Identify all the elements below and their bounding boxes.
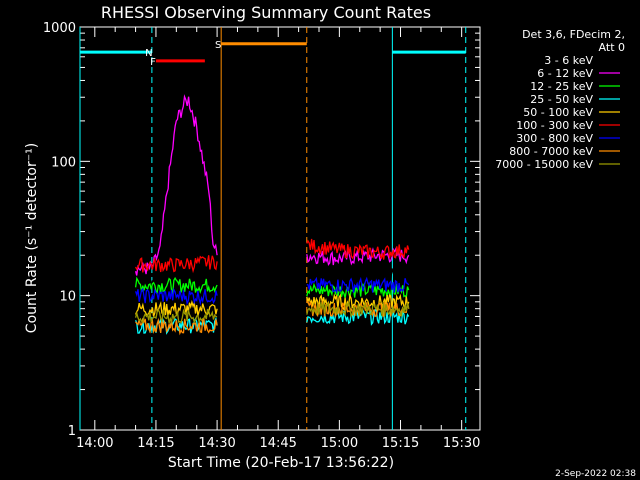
series-line xyxy=(134,276,218,296)
series-line xyxy=(135,255,218,274)
series-line xyxy=(134,308,218,325)
y-tick-label: 1000 xyxy=(43,21,76,36)
legend-header: Det 3,6, FDecim 2, xyxy=(522,28,625,41)
legend-entry-label: 300 - 800 keV xyxy=(516,132,593,145)
y-axis-label: Count Rate (s⁻¹ detector⁻¹) xyxy=(24,143,40,333)
plot-frame xyxy=(79,26,481,431)
series-line xyxy=(306,238,410,260)
legend-entry-label: 800 - 7000 keV xyxy=(509,145,593,158)
timestamp: 2-Sep-2022 02:38 xyxy=(555,469,636,479)
x-tick-label: 15:00 xyxy=(321,436,358,451)
series-line xyxy=(134,94,218,276)
x-axis-label: Start Time (20-Feb-17 13:56:22) xyxy=(168,455,394,471)
series-line xyxy=(134,316,218,335)
plot-area: 1 10 100 1000 14:00 14:15 14:30 14:45 15:00 15:15… xyxy=(43,21,481,451)
legend-entry-label: 25 - 50 keV xyxy=(530,93,593,106)
legend-entry-label: 50 - 100 keV xyxy=(523,106,593,119)
x-tick-label: 14:00 xyxy=(76,436,113,451)
series-line xyxy=(306,247,410,266)
x-tick-label: 14:30 xyxy=(198,436,235,451)
flag-label: F xyxy=(150,57,156,68)
series-line xyxy=(306,276,410,295)
legend-entry-label: 100 - 300 keV xyxy=(516,119,593,132)
y-tick-label: 1 xyxy=(68,424,76,439)
flag-label: N xyxy=(145,48,152,59)
x-tick-label: 14:45 xyxy=(259,436,296,451)
series-line xyxy=(135,317,218,336)
legend-entry-label: 6 - 12 keV xyxy=(537,67,593,80)
x-tick-label: 14:15 xyxy=(137,436,174,451)
legend-entry-label: 7000 - 15000 keV xyxy=(495,158,593,171)
series-line xyxy=(306,263,410,285)
series-line xyxy=(306,299,410,319)
legend-entry-label: 3 - 6 keV xyxy=(544,54,593,67)
y-tick-label: 100 xyxy=(51,155,76,170)
y-tick-label: 10 xyxy=(59,290,76,305)
x-tick-label: 15:15 xyxy=(382,436,419,451)
x-tick-label: 15:30 xyxy=(443,436,480,451)
series-line xyxy=(134,287,218,306)
series-line xyxy=(306,293,410,312)
flag-label: S xyxy=(215,40,221,51)
legend-entry-label: 12 - 25 keV xyxy=(530,80,593,93)
chart-title: RHESSI Observing Summary Count Rates xyxy=(101,3,431,22)
series-line xyxy=(135,126,218,289)
legend-header: Att 0 xyxy=(599,41,625,54)
